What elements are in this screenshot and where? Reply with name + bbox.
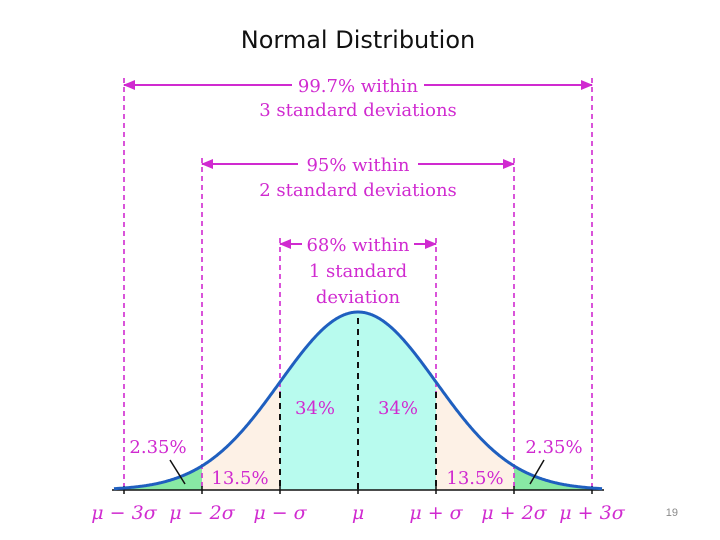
- tick-label-plus-1sd: μ + σ: [409, 502, 463, 524]
- bell-curve: [113, 310, 603, 491]
- bracket-1sd-label-line3: deviation: [316, 287, 401, 308]
- slide-title: Normal Distribution: [240, 26, 476, 54]
- bracket-2sd-label-line1: 95% within: [306, 155, 409, 176]
- sigma-lines: [279, 318, 437, 490]
- bracket-2sd-label-line2: 2 standard deviations: [259, 180, 457, 201]
- slide-number: 19: [665, 507, 678, 519]
- bracket-1sd-label-line2: 1 standard: [309, 261, 407, 282]
- tick-label-plus-3sd: μ + 3σ: [559, 502, 625, 524]
- tick-label-mean: μ: [352, 502, 364, 524]
- tail-region-left: [124, 465, 202, 490]
- leader-line-left-tail: [169, 459, 186, 485]
- tick-label-minus-1sd: μ − σ: [253, 502, 307, 524]
- tick-label-plus-2sd: μ + 2σ: [481, 502, 547, 524]
- region-label-right-1sd: 34%: [378, 398, 418, 419]
- region-label-left-1sd: 34%: [295, 398, 335, 419]
- region-label-left-3sd: 2.35%: [129, 437, 186, 458]
- region-label-right-2sd: 13.5%: [446, 468, 503, 489]
- boundary-lines: [123, 78, 593, 490]
- region-label-left-2sd: 13.5%: [211, 468, 268, 489]
- bracket-1sd-label-line1: 68% within: [306, 235, 409, 256]
- tick-label-minus-3sd: μ − 3σ: [91, 502, 157, 524]
- bracket-3sd-label-line1: 99.7% within: [298, 76, 419, 97]
- region-label-right-3sd: 2.35%: [525, 437, 582, 458]
- leader-line-right-tail: [529, 459, 545, 485]
- tick-label-minus-2sd: μ − 2σ: [169, 502, 235, 524]
- bracket-3sd-label-line2: 3 standard deviations: [259, 100, 457, 121]
- tail-region-right: [514, 465, 592, 490]
- bracket-arrows: [123, 80, 593, 249]
